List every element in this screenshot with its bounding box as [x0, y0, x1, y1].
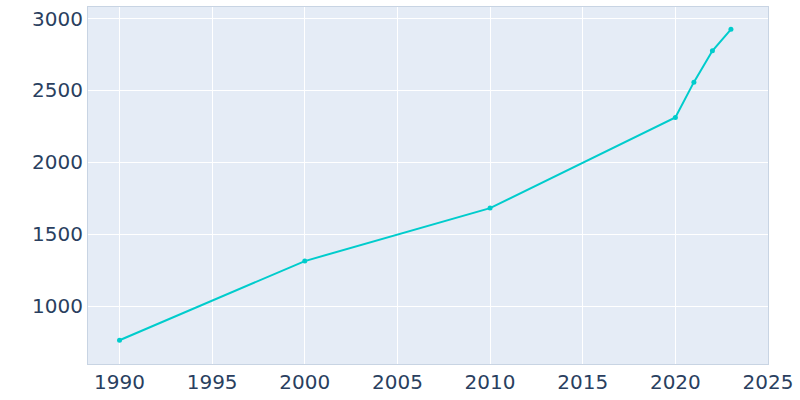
svg-text:2020: 2020	[650, 370, 701, 394]
svg-text:1990: 1990	[94, 370, 145, 394]
svg-text:2000: 2000	[279, 370, 330, 394]
svg-text:3000: 3000	[32, 7, 83, 31]
svg-text:2010: 2010	[465, 370, 516, 394]
svg-text:1500: 1500	[32, 222, 83, 246]
svg-text:2005: 2005	[372, 370, 423, 394]
svg-text:2500: 2500	[32, 78, 83, 102]
svg-text:2025: 2025	[743, 370, 794, 394]
svg-text:1000: 1000	[32, 294, 83, 318]
svg-text:2015: 2015	[557, 370, 608, 394]
svg-text:2000: 2000	[32, 150, 83, 174]
svg-text:1995: 1995	[187, 370, 238, 394]
